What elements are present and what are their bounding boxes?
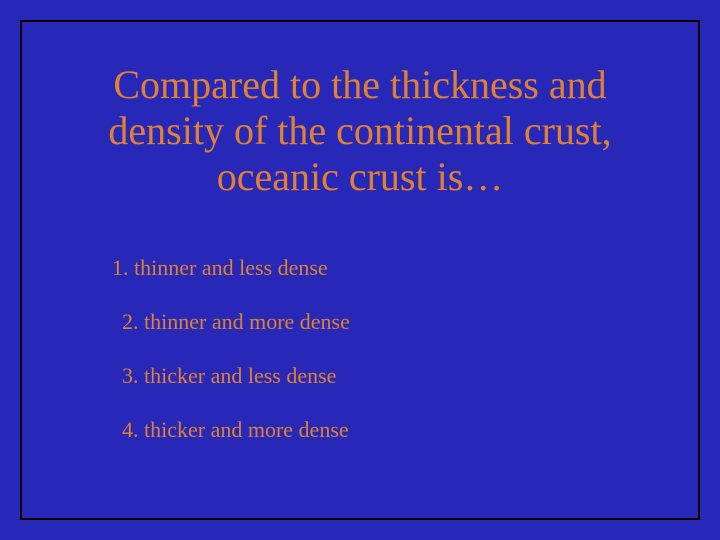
question-text: Compared to the thickness and density of… (72, 62, 648, 200)
answer-text: thinner and more dense (144, 309, 350, 334)
answer-number: 2. (122, 309, 139, 334)
answer-option-1: 1. thinner and less dense (112, 255, 648, 281)
answer-list: 1. thinner and less dense 2. thinner and… (72, 255, 648, 443)
slide-frame: Compared to the thickness and density of… (20, 20, 700, 520)
answer-number: 3. (122, 363, 139, 388)
answer-text: thicker and less dense (144, 363, 336, 388)
answer-option-4: 4. thicker and more dense (112, 417, 648, 443)
answer-text: thinner and less dense (134, 255, 328, 280)
answer-option-2: 2. thinner and more dense (112, 309, 648, 335)
answer-option-3: 3. thicker and less dense (112, 363, 648, 389)
answer-number: 1. (112, 255, 129, 280)
answer-number: 4. (122, 417, 139, 442)
answer-text: thicker and more dense (144, 417, 349, 442)
